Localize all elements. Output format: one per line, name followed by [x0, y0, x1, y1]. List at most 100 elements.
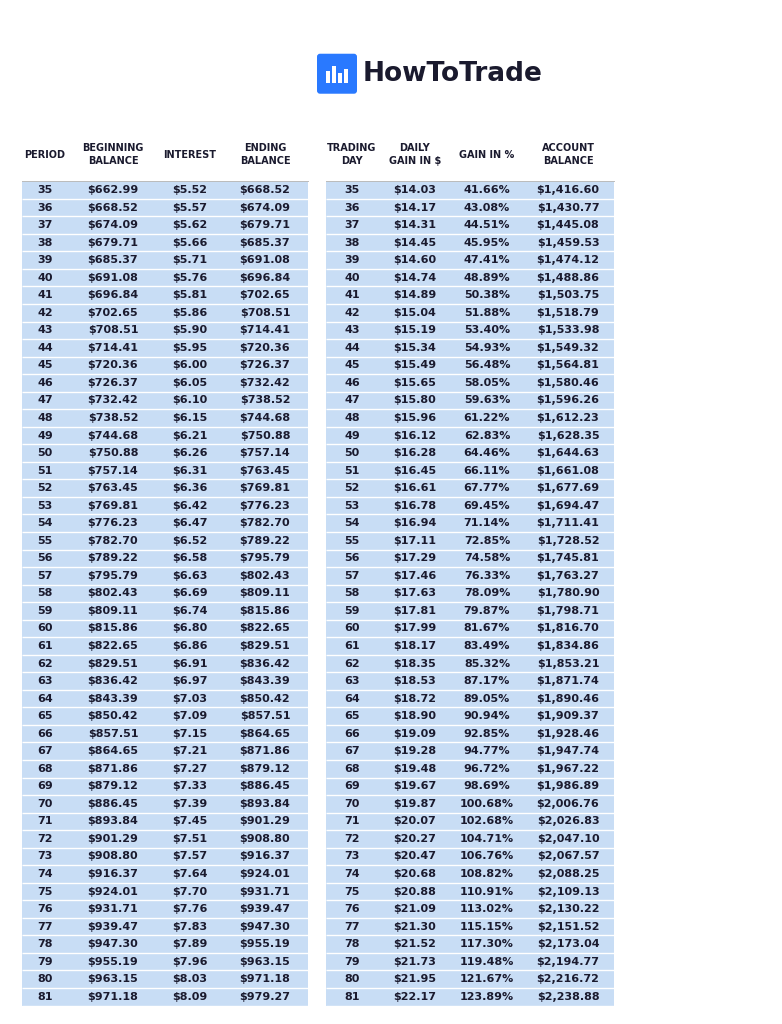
Text: 43: 43: [344, 326, 360, 335]
Text: 68: 68: [38, 764, 53, 774]
Text: $20.27: $20.27: [393, 834, 436, 844]
Text: $5.95: $5.95: [173, 343, 207, 353]
Text: 53: 53: [344, 501, 360, 511]
Text: $836.42: $836.42: [239, 658, 290, 669]
Text: 51.88%: 51.88%: [464, 308, 510, 317]
Text: 35: 35: [38, 185, 52, 195]
Text: 87.17%: 87.17%: [464, 676, 510, 686]
Text: $685.37: $685.37: [88, 255, 138, 265]
Text: 81: 81: [344, 992, 360, 1001]
Text: $750.88: $750.88: [88, 449, 138, 458]
Text: 71: 71: [344, 816, 360, 826]
Bar: [22, 795, 308, 813]
Text: $726.37: $726.37: [88, 378, 138, 388]
Text: $15.34: $15.34: [393, 343, 436, 353]
Text: 43.08%: 43.08%: [464, 203, 510, 213]
Text: $674.09: $674.09: [88, 220, 138, 230]
Bar: [22, 848, 308, 865]
Bar: [22, 444, 308, 462]
Bar: [22, 392, 308, 410]
Text: $757.14: $757.14: [88, 466, 138, 475]
Text: $1,947.74: $1,947.74: [536, 746, 600, 757]
Text: $802.43: $802.43: [240, 570, 290, 581]
Bar: [22, 252, 308, 269]
Text: 46: 46: [344, 378, 360, 388]
Text: $1,728.52: $1,728.52: [536, 536, 599, 546]
Bar: [326, 918, 614, 935]
Text: $714.41: $714.41: [88, 343, 138, 353]
Bar: [326, 813, 614, 830]
Text: $1,533.98: $1,533.98: [536, 326, 599, 335]
Bar: [326, 322, 614, 339]
Text: $5.62: $5.62: [172, 220, 208, 230]
Text: 74: 74: [344, 869, 360, 879]
Text: 81.67%: 81.67%: [464, 624, 510, 634]
Text: $5.86: $5.86: [172, 308, 208, 317]
Text: 69: 69: [37, 781, 53, 792]
Bar: [22, 953, 308, 971]
Text: 71: 71: [38, 816, 52, 826]
Bar: [326, 374, 614, 392]
Text: $947.30: $947.30: [88, 939, 138, 949]
Text: 57: 57: [344, 570, 360, 581]
Text: $691.08: $691.08: [239, 255, 290, 265]
Text: $691.08: $691.08: [88, 272, 138, 283]
Text: 74: 74: [38, 869, 53, 879]
Text: GAIN IN %: GAIN IN %: [459, 150, 515, 160]
Bar: [22, 216, 308, 233]
Text: $789.22: $789.22: [239, 536, 290, 546]
Text: $5.81: $5.81: [173, 290, 207, 300]
Text: $1,928.46: $1,928.46: [536, 729, 600, 738]
Text: $2,088.25: $2,088.25: [536, 869, 599, 879]
Text: $886.45: $886.45: [239, 781, 290, 792]
Bar: [326, 71, 330, 83]
Bar: [22, 813, 308, 830]
Bar: [326, 725, 614, 742]
Text: 76.33%: 76.33%: [464, 570, 510, 581]
Text: $22.17: $22.17: [393, 992, 436, 1001]
Text: 54: 54: [38, 518, 52, 528]
Text: BEGINNING
BALANCE: BEGINNING BALANCE: [82, 143, 144, 166]
Text: $7.03: $7.03: [173, 693, 207, 703]
Text: 77: 77: [38, 922, 52, 932]
Text: $809.11: $809.11: [239, 589, 290, 598]
Text: $18.90: $18.90: [393, 712, 436, 721]
Text: $1,416.60: $1,416.60: [536, 185, 600, 195]
Text: $6.47: $6.47: [172, 518, 208, 528]
Bar: [22, 233, 308, 252]
Text: 56: 56: [344, 553, 360, 563]
Bar: [22, 988, 308, 1006]
Text: $2,109.13: $2,109.13: [536, 887, 599, 897]
Text: $924.01: $924.01: [88, 887, 138, 897]
Text: 42: 42: [344, 308, 360, 317]
Text: $763.45: $763.45: [88, 483, 138, 494]
Text: $1,596.26: $1,596.26: [536, 395, 600, 406]
Text: $6.10: $6.10: [172, 395, 208, 406]
Text: $6.74: $6.74: [172, 606, 208, 616]
Text: 67: 67: [344, 746, 360, 757]
Text: $776.23: $776.23: [239, 501, 290, 511]
Text: $7.96: $7.96: [172, 956, 208, 967]
Text: $14.89: $14.89: [393, 290, 436, 300]
Text: 37: 37: [344, 220, 360, 230]
Bar: [326, 514, 614, 532]
Text: $769.81: $769.81: [239, 483, 290, 494]
Text: $763.45: $763.45: [239, 466, 290, 475]
Text: $744.68: $744.68: [239, 413, 291, 423]
Bar: [22, 462, 308, 479]
Text: 55: 55: [38, 536, 52, 546]
Text: 45.95%: 45.95%: [464, 238, 510, 248]
Text: $850.42: $850.42: [88, 712, 138, 721]
Bar: [326, 444, 614, 462]
Bar: [22, 654, 308, 673]
Text: 79: 79: [38, 956, 53, 967]
Bar: [22, 514, 308, 532]
Text: $6.69: $6.69: [172, 589, 208, 598]
Bar: [326, 760, 614, 777]
Bar: [326, 935, 614, 953]
Text: $714.41: $714.41: [239, 326, 290, 335]
Text: 70: 70: [344, 799, 360, 809]
Text: 49: 49: [344, 430, 360, 440]
Text: 70: 70: [38, 799, 52, 809]
Text: 36: 36: [38, 203, 52, 213]
